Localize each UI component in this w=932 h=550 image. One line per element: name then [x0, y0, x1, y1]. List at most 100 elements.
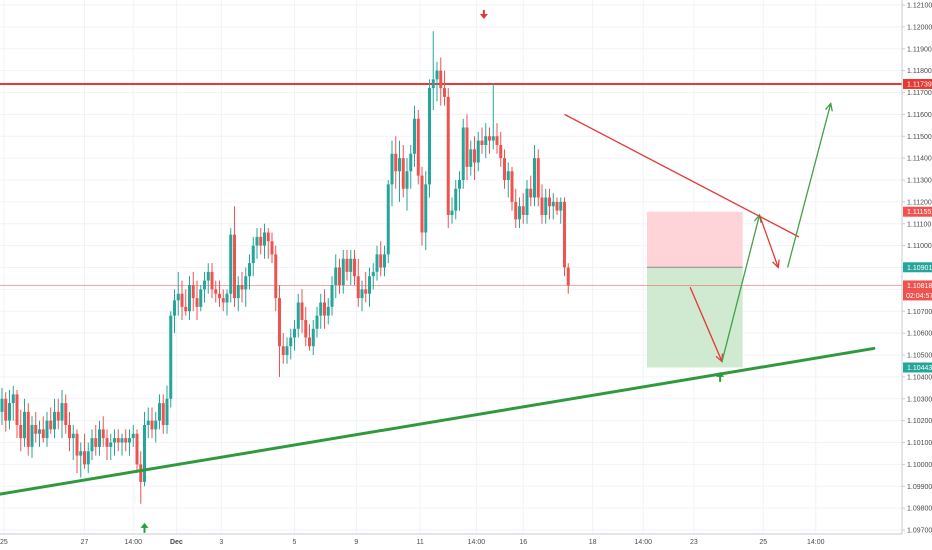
- candle: [128, 429, 131, 456]
- candle-body: [300, 302, 304, 320]
- candle-body: [109, 442, 113, 447]
- candle-body: [94, 438, 98, 447]
- candle: [420, 166, 424, 246]
- projection-rally-arrowhead: [825, 101, 833, 112]
- candle: [270, 232, 274, 264]
- candle: [150, 407, 154, 439]
- candle-body: [203, 280, 206, 290]
- candle: [266, 228, 270, 259]
- candle-body: [176, 293, 180, 301]
- candle-body: [563, 201, 566, 268]
- candle: [68, 411, 71, 452]
- candle-body: [360, 289, 364, 299]
- price-tick-label: 1.10700: [907, 309, 932, 316]
- time-tick-label: 23: [690, 539, 698, 546]
- time-tick-label: 14:00: [468, 539, 486, 546]
- candle-body: [533, 158, 536, 198]
- candle-body: [480, 140, 484, 145]
- candle: [473, 136, 476, 180]
- time-tick-label: 3: [219, 539, 223, 546]
- candle-body: [68, 425, 71, 439]
- price-badge: 1.10818 02:04:57: [903, 280, 932, 301]
- candle-body: [86, 451, 90, 465]
- candle: [536, 149, 540, 207]
- candle: [255, 228, 259, 259]
- candle-body: [390, 153, 394, 185]
- candle-body: [443, 88, 446, 97]
- time-tick-label: 14:00: [124, 539, 142, 546]
- candle-body: [319, 302, 323, 316]
- candle-body: [308, 337, 311, 347]
- candle-body: [41, 429, 45, 439]
- candle-body: [188, 285, 191, 312]
- candle: [293, 320, 296, 351]
- price-badge-bg: [903, 262, 932, 273]
- price-tick-label: 1.11500: [907, 134, 932, 141]
- price-tick-label: 1.09900: [907, 484, 932, 491]
- candle: [105, 429, 109, 460]
- price-badge-bg: [903, 206, 932, 217]
- time-tick-label: 11: [416, 539, 423, 546]
- candle: [15, 390, 19, 439]
- price-badge-bg: [903, 280, 932, 301]
- price-badge-label: 1.10443: [907, 365, 932, 372]
- candle-body: [191, 285, 195, 299]
- candle-body: [529, 188, 533, 198]
- price-tick-label: 1.11700: [907, 90, 932, 97]
- candle-body: [289, 337, 293, 347]
- candle: [533, 145, 536, 207]
- candle: [566, 263, 570, 294]
- candle-body: [120, 438, 124, 443]
- candle: [176, 271, 180, 316]
- candle-body: [368, 276, 371, 294]
- candle-body: [521, 206, 525, 215]
- candle-body: [326, 306, 330, 316]
- candle: [41, 416, 45, 443]
- candle: [360, 280, 364, 312]
- candle-body: [64, 403, 68, 425]
- candle: [173, 289, 176, 334]
- candle-body: [173, 300, 176, 316]
- candle: [311, 320, 315, 355]
- candle: [251, 236, 255, 277]
- candle: [53, 398, 56, 439]
- candle: [514, 188, 518, 229]
- candle: [510, 166, 514, 211]
- candle-body: [165, 398, 169, 425]
- candle: [236, 276, 240, 312]
- time-tick-label: 27: [81, 539, 89, 546]
- candle: [503, 149, 506, 189]
- arrow-head: [479, 13, 488, 19]
- time-tick-label: 14:00: [634, 539, 652, 546]
- candle: [435, 61, 439, 102]
- time-tick-label: 16: [519, 539, 527, 546]
- candle: [323, 289, 326, 329]
- candle: [146, 407, 150, 439]
- candle: [499, 131, 503, 167]
- candle-body: [413, 118, 416, 154]
- candle: [379, 241, 383, 277]
- candle: [521, 193, 525, 224]
- candle: [278, 285, 281, 377]
- candle-body: [405, 171, 409, 189]
- candle-body: [296, 302, 300, 329]
- candle: [109, 433, 113, 460]
- candle-body: [26, 411, 30, 447]
- price-axis-background: [902, 0, 932, 550]
- candle: [86, 442, 90, 474]
- candle: [559, 197, 563, 224]
- arrow-shaft: [482, 9, 485, 15]
- position-zones: [647, 211, 743, 368]
- candle-body: [233, 234, 236, 299]
- candle: [124, 429, 128, 452]
- candle: [154, 411, 158, 443]
- candle: [0, 387, 4, 425]
- candle: [30, 416, 34, 458]
- candle: [383, 245, 386, 277]
- time-tick-label: 25: [759, 539, 767, 546]
- candle-body: [304, 320, 308, 338]
- candle-body: [240, 285, 244, 290]
